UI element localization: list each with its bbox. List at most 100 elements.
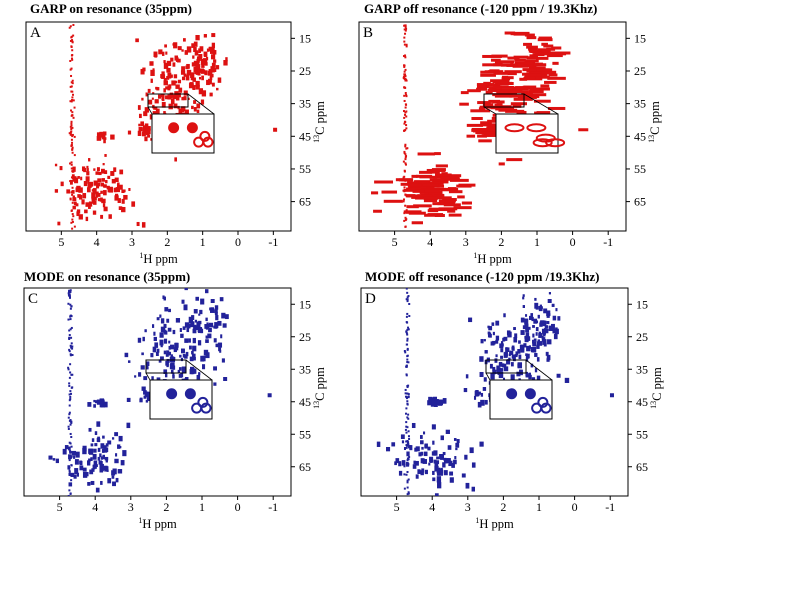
- peak: [506, 330, 511, 336]
- x-tick-label: 3: [465, 500, 471, 514]
- y-axis-label: 13C ppm: [647, 101, 662, 143]
- peak: [72, 195, 75, 198]
- y-tick-label: 15: [299, 297, 311, 311]
- peak: [71, 96, 74, 99]
- peak: [78, 187, 83, 193]
- panel-d: MODE off resonance (-120 ppm /19.3Khz) D 5…: [360, 269, 664, 531]
- peak: [548, 70, 557, 74]
- peak: [107, 189, 110, 193]
- peak: [68, 404, 71, 407]
- peak: [210, 54, 216, 60]
- peak: [436, 196, 452, 200]
- peak: [93, 200, 97, 205]
- peak: [194, 319, 198, 323]
- x-tick-label: -1: [268, 500, 278, 514]
- peak: [403, 120, 406, 123]
- peak: [405, 365, 408, 368]
- peak: [515, 351, 519, 356]
- peak: [403, 122, 406, 125]
- peak: [498, 162, 505, 166]
- peak: [163, 296, 166, 301]
- peak: [141, 386, 146, 391]
- peak: [431, 170, 440, 174]
- inset-connector: [483, 106, 497, 115]
- peak: [141, 131, 146, 137]
- peak: [468, 317, 473, 323]
- peak: [403, 212, 406, 215]
- peak: [398, 470, 403, 476]
- peak: [205, 317, 208, 322]
- peak: [498, 371, 504, 379]
- y-tick-label: 45: [636, 395, 648, 409]
- peak: [405, 95, 408, 98]
- peak: [531, 316, 534, 322]
- peak: [72, 215, 75, 218]
- peak: [143, 111, 148, 117]
- peak: [480, 73, 496, 77]
- peak: [446, 502, 450, 507]
- peak: [188, 338, 191, 343]
- peak: [211, 47, 215, 53]
- peak: [70, 479, 73, 482]
- peak: [151, 376, 154, 380]
- peak: [209, 92, 213, 97]
- peak: [406, 402, 409, 405]
- peak: [71, 39, 74, 42]
- peak: [407, 295, 410, 298]
- peak: [87, 182, 92, 188]
- peak: [406, 187, 421, 191]
- y-tick-label: 15: [299, 31, 311, 45]
- peak: [423, 451, 428, 457]
- peak: [555, 327, 558, 331]
- peak: [70, 67, 73, 70]
- peak: [70, 315, 73, 318]
- peak: [487, 331, 491, 335]
- peak: [512, 347, 515, 351]
- peak: [407, 396, 410, 399]
- peak: [440, 188, 450, 192]
- peak: [532, 341, 537, 347]
- peak: [403, 129, 406, 132]
- peak: [89, 469, 94, 475]
- peak: [192, 337, 196, 344]
- peak: [92, 210, 97, 215]
- peak: [196, 323, 201, 328]
- y-tick-label: 55: [299, 427, 311, 441]
- peak: [114, 432, 119, 437]
- peak: [524, 59, 539, 63]
- x-tick-label: 0: [572, 500, 578, 514]
- peak: [547, 299, 552, 303]
- peak: [151, 324, 155, 328]
- peak: [510, 63, 518, 67]
- peak: [183, 304, 188, 311]
- peak: [517, 349, 521, 354]
- peak: [537, 339, 541, 343]
- peak: [501, 91, 513, 95]
- peak: [81, 199, 85, 205]
- peak: [142, 127, 146, 132]
- peak: [183, 73, 187, 77]
- peak: [142, 67, 146, 72]
- peak: [124, 352, 129, 358]
- peak: [70, 122, 73, 125]
- peak: [67, 368, 70, 371]
- inset-peak: [193, 136, 205, 148]
- peak: [205, 335, 209, 339]
- peak: [414, 460, 419, 466]
- peak: [107, 440, 112, 445]
- peak: [534, 302, 539, 309]
- panel-letter: C: [28, 291, 38, 307]
- peak: [448, 213, 462, 217]
- peak: [72, 93, 75, 96]
- peak: [428, 207, 445, 211]
- peak: [84, 209, 88, 214]
- peak: [405, 446, 408, 449]
- peak: [70, 436, 73, 439]
- x-axis-label: 1H ppm: [139, 251, 178, 266]
- peak: [544, 80, 557, 84]
- peak: [476, 87, 488, 91]
- peak: [199, 309, 203, 315]
- peak: [406, 385, 409, 388]
- peak: [535, 332, 538, 336]
- peak: [75, 187, 79, 193]
